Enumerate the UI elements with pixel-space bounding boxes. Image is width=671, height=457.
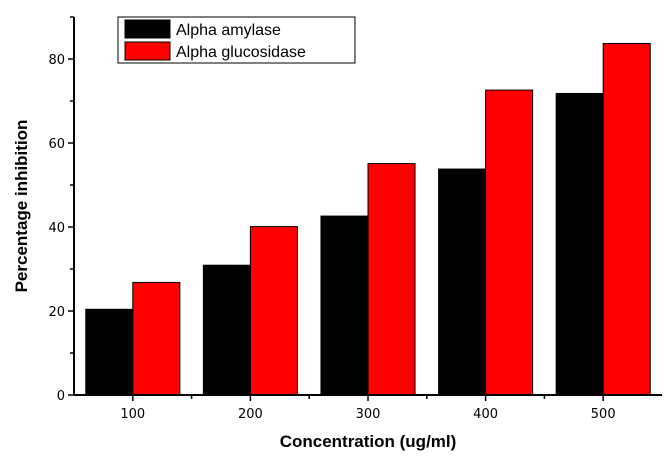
bar-alpha-glucosidase-200 bbox=[249, 226, 298, 396]
legend: Alpha amylase Alpha glucosidase bbox=[117, 16, 356, 64]
x-tick-label: 200 bbox=[238, 407, 263, 422]
y-tick-label: 80 bbox=[48, 53, 65, 68]
bars-group bbox=[85, 42, 651, 396]
bar-alpha-amylase-300 bbox=[320, 215, 369, 396]
bar-alpha-glucosidase-300 bbox=[367, 163, 416, 396]
y-tick-label: 40 bbox=[48, 221, 65, 236]
bar-alpha-glucosidase-400 bbox=[485, 89, 534, 396]
y-tick-label: 60 bbox=[48, 137, 65, 152]
y-axis-label: Percentage inhibition bbox=[12, 120, 31, 293]
bar-alpha-glucosidase-100 bbox=[132, 281, 181, 396]
x-tick-label: 500 bbox=[591, 407, 616, 422]
bar-alpha-glucosidase-500 bbox=[602, 42, 651, 396]
y-tick-label: 0 bbox=[57, 389, 65, 404]
x-tick-label: 100 bbox=[120, 407, 145, 422]
bar-alpha-amylase-100 bbox=[85, 308, 134, 396]
legend-label-alpha-glucosidase: Alpha glucosidase bbox=[176, 44, 306, 61]
bar-alpha-amylase-200 bbox=[202, 264, 251, 396]
axes-group: 0 20 40 60 80 100 200 300 400 500 bbox=[48, 16, 662, 422]
x-tick-label: 300 bbox=[356, 407, 381, 422]
y-tick-label: 20 bbox=[48, 305, 65, 320]
x-tick-label: 400 bbox=[473, 407, 498, 422]
x-axis-label: Concentration (ug/ml) bbox=[280, 432, 457, 451]
bar-alpha-amylase-500 bbox=[555, 92, 604, 396]
legend-swatch-alpha-amylase bbox=[124, 19, 171, 39]
legend-swatch-alpha-glucosidase bbox=[124, 41, 171, 61]
legend-label-alpha-amylase: Alpha amylase bbox=[176, 22, 281, 39]
bar-alpha-amylase-400 bbox=[438, 168, 487, 396]
